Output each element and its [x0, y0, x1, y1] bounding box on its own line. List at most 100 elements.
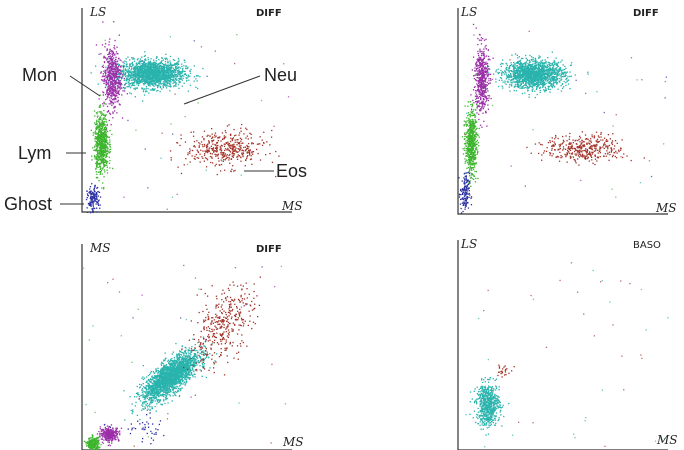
scatter-point	[246, 152, 248, 154]
scatter-point	[523, 69, 525, 71]
scatter-point	[119, 68, 121, 71]
scatter-point	[147, 72, 149, 75]
series-ghost	[85, 183, 102, 214]
scatter-point	[517, 85, 519, 87]
series-lym	[90, 94, 114, 190]
scatter-point	[154, 73, 156, 76]
scatter-point	[266, 141, 268, 143]
scatter-point	[145, 73, 147, 75]
scatter-point	[109, 38, 111, 40]
scatter-point	[525, 57, 527, 59]
scatter-point	[108, 67, 110, 70]
scatter-point	[226, 142, 228, 144]
scatter-point	[157, 78, 159, 81]
scatter-point	[173, 71, 175, 74]
scatter-point	[93, 110, 96, 112]
scatter-point	[560, 79, 562, 81]
scatter-point	[165, 73, 167, 76]
scatter-point	[151, 64, 153, 66]
scatter-point	[103, 186, 105, 189]
scatter-point	[545, 60, 547, 63]
scatter-point	[99, 131, 101, 134]
scatter-point	[137, 74, 139, 76]
scatter-point	[501, 79, 503, 81]
scatter-point	[527, 75, 529, 77]
callout-line-mon	[69, 75, 101, 97]
scatter-point	[161, 65, 163, 68]
scatter-point	[542, 61, 544, 64]
scatter-point	[178, 70, 180, 72]
scatter-point	[174, 69, 176, 72]
scatter-point	[241, 152, 243, 154]
scatter-point	[104, 69, 106, 72]
scatter-point	[95, 203, 97, 205]
scatter-point	[100, 138, 102, 140]
scatter-point	[545, 82, 547, 85]
scatter-point	[169, 62, 171, 64]
scatter-point	[101, 148, 103, 150]
scatter-point	[228, 144, 230, 146]
scatter-point	[144, 82, 146, 84]
scatter-point	[148, 63, 150, 65]
scatter-point	[110, 89, 112, 91]
scatter-point	[103, 164, 105, 166]
scatter-point	[86, 197, 88, 199]
scatter-point	[131, 85, 133, 87]
scatter-point	[199, 76, 201, 78]
scatter-point	[152, 62, 154, 65]
scatter-point	[106, 111, 108, 113]
scatter-point	[150, 75, 152, 77]
scatter-point	[142, 67, 144, 69]
scatter-point	[127, 70, 130, 72]
scatter-point	[152, 79, 154, 81]
scatter-point	[237, 154, 239, 156]
scatter-point	[528, 59, 530, 62]
scatter-point	[569, 71, 571, 73]
scatter-point	[97, 144, 99, 146]
scatter-point	[116, 63, 118, 65]
scatter-point	[238, 142, 240, 144]
scatter-point	[143, 83, 145, 85]
scatter-point	[196, 140, 198, 142]
scatter-point	[106, 76, 108, 78]
scatter-point	[144, 66, 146, 68]
scatter-point	[244, 165, 246, 167]
scatter-point	[171, 74, 173, 76]
scatter-point	[151, 88, 154, 90]
scatter-point	[214, 147, 217, 149]
scatter-point	[177, 72, 179, 74]
scatter-point	[506, 76, 508, 78]
scatter-point	[128, 78, 131, 80]
scatter-point	[225, 136, 227, 138]
scatter-point	[558, 73, 561, 75]
scatter-point	[99, 204, 101, 206]
scatter-point	[105, 82, 107, 84]
scatter-point	[526, 70, 528, 72]
scatter-point	[126, 70, 129, 72]
scatter-point	[108, 79, 110, 81]
scatter-point	[537, 75, 539, 77]
scatter-point	[113, 74, 116, 76]
scatter-point	[116, 91, 118, 94]
scatter-point	[165, 85, 167, 87]
scatter-point	[175, 76, 177, 78]
scatter-point	[129, 64, 131, 66]
scatter-point	[231, 168, 233, 170]
scatter-point	[96, 201, 98, 204]
scatter-point	[132, 82, 134, 84]
scatter-point	[145, 73, 148, 75]
scatter-point	[186, 74, 188, 76]
scatter-point	[184, 73, 186, 75]
scatter-point	[144, 71, 146, 73]
scatter-point	[126, 64, 128, 66]
scatter-point	[118, 93, 120, 96]
scatter-point	[162, 69, 165, 71]
scatter-point	[104, 139, 107, 141]
scatter-point	[133, 87, 135, 90]
scatter-point	[170, 123, 172, 125]
scatter-point	[528, 79, 530, 81]
scatter-point	[175, 63, 177, 65]
scatter-point	[139, 58, 142, 60]
scatter-point	[96, 147, 98, 150]
scatter-point	[527, 66, 529, 69]
